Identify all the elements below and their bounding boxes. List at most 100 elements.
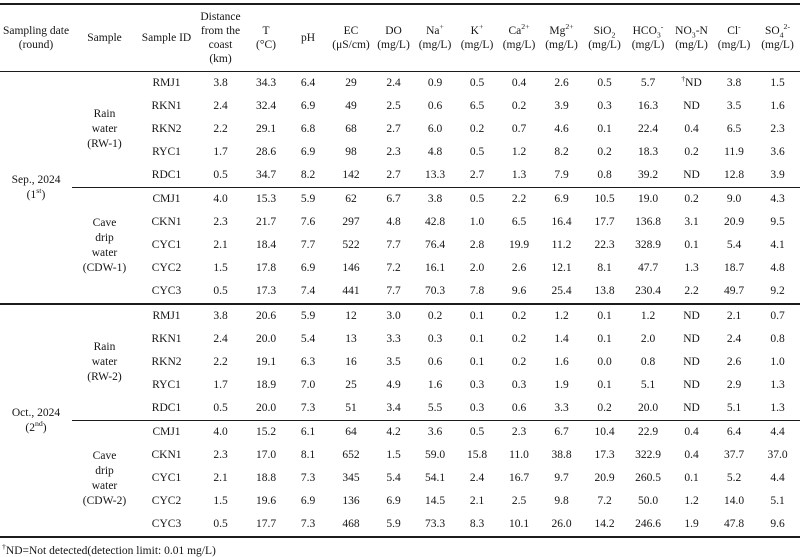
value-cell-mg: 3.9	[554, 99, 569, 112]
value-cell-no3n: 1.3	[684, 261, 699, 274]
value-cell-distance-from-coast: 0.5	[213, 517, 228, 530]
value-cell-na: 42.8	[424, 215, 446, 228]
sample-id-cell: CKN1	[151, 215, 182, 228]
sample-type-cell: Cave drip water (CDW-1)	[72, 187, 137, 306]
value-cell-ca: 11.0	[509, 448, 529, 461]
value-cell-ca: 6.5	[511, 215, 527, 228]
value-cell-sio2: 0.1	[597, 122, 612, 135]
value-cell-cl: 2.1	[726, 309, 742, 322]
value-cell-no3n: ND	[683, 355, 700, 368]
value-cell-na: 59.0	[424, 448, 446, 461]
value-cell-cl: 37.7	[723, 448, 745, 461]
sampling-round-text: (2nd)	[25, 418, 47, 434]
table-row: CYC2 1.5 17.8 6.9 146 7.2 16.1 2.0 2.6 12.1 8.1 47.…	[0, 257, 800, 280]
value-cell-ec: 51	[329, 397, 373, 422]
col-header-ca: Ca2+ (mg/L)	[498, 4, 540, 73]
value-cell-ec: 13	[345, 332, 357, 345]
value-cell-hco3: 328.9	[635, 238, 661, 251]
value-cell-k: 2.1	[469, 494, 485, 507]
value-cell-ca: 0.2	[511, 355, 527, 368]
value-cell-hco3: 16.3	[637, 99, 659, 112]
header-row: Sampling date (round) Sample Sample ID Dist…	[0, 4, 800, 73]
value-cell-distance-from-coast: 2.3	[213, 215, 228, 228]
value-cell-cl: 3.8	[726, 76, 742, 89]
value-cell-ph: 7.0	[300, 378, 316, 391]
col-header-ec: EC (μS/cm)	[329, 4, 373, 73]
sampling-date-cell: Oct., 2024 (2nd)	[0, 304, 72, 537]
value-cell-sio2: 0.1	[597, 378, 612, 391]
sample-id-cell: CKN1	[151, 448, 182, 461]
value-cell-sio2: 8.1	[597, 261, 612, 274]
value-cell-hco3: 39.2	[626, 164, 670, 189]
value-cell-ph: 8.1	[300, 448, 316, 461]
value-cell-na: 3.8	[427, 192, 443, 205]
value-cell-cl: 12.8	[713, 164, 755, 189]
col-header-label: Sample ID	[141, 32, 192, 45]
value-cell-temperature: 20.6	[255, 309, 277, 322]
value-cell-k: 0.3	[456, 397, 498, 422]
value-cell-so4: 37.0	[767, 448, 788, 461]
value-cell-no3n: 1.9	[684, 517, 699, 530]
col-header-label: Distance from the coast (km)	[200, 11, 241, 66]
value-cell-ca: 0.2	[511, 332, 527, 345]
value-cell-k: 0.2	[469, 122, 485, 135]
col-header-label: Na+	[426, 22, 444, 38]
value-cell-ec: 441	[329, 280, 373, 306]
value-cell-so4: 1.5	[770, 76, 785, 89]
value-cell-temperature: 17.3	[245, 280, 287, 306]
value-cell-cl: 9.0	[726, 192, 742, 205]
value-cell-distance-from-coast: 4.0	[213, 425, 228, 438]
value-cell-distance-from-coast: 4.0	[213, 192, 228, 205]
value-cell-temperature: 17.8	[255, 261, 277, 274]
value-cell-ph: 6.9	[300, 494, 316, 507]
value-cell-hco3: 5.1	[640, 378, 656, 391]
value-cell-cl: 49.7	[713, 280, 755, 306]
table-row: CYC1 2.1 18.4 7.7 522 7.7 76.4 2.8 19.9 11.2 22.3 3…	[0, 234, 800, 257]
value-cell-so4: 1.0	[770, 355, 785, 368]
sample-id-cell: CYC2	[151, 494, 182, 507]
value-cell-mg: 8.2	[554, 145, 569, 158]
sample-id-cell: CYC1	[151, 471, 182, 484]
table-row: CYC1 2.1 18.8 7.3 345 5.4 54.1 2.4 16.7 9.7 20.9 26…	[0, 467, 800, 490]
value-cell-na: 6.0	[427, 122, 443, 135]
col-header-sampling-date: Sampling date (round)	[0, 4, 72, 73]
col-header-cl: Cl- (mg/L)	[713, 4, 755, 73]
value-cell-na: 0.6	[427, 355, 443, 368]
value-cell-temperature: 29.1	[255, 122, 277, 135]
value-cell-cl: 5.2	[726, 471, 742, 484]
value-cell-do: 2.7	[386, 122, 401, 135]
col-header-unit: (mg/L)	[418, 39, 452, 52]
sample-id-cell: CMJ1	[152, 425, 181, 438]
value-cell-no3n: ND	[670, 164, 713, 189]
value-cell-mg: 6.9	[554, 192, 569, 205]
value-cell-ec: 62	[345, 192, 357, 205]
value-cell-cl: 20.9	[723, 215, 745, 228]
value-cell-no3n: ND	[683, 309, 700, 322]
sample-type-cell: Rain water (RW-2)	[72, 304, 137, 422]
value-cell-ca: 1.3	[498, 164, 540, 189]
value-cell-do: 1.5	[386, 448, 401, 461]
value-cell-no3n: 0.4	[684, 425, 699, 438]
value-cell-no3n: ND	[683, 332, 700, 345]
value-cell-so4: 0.8	[770, 332, 785, 345]
value-cell-ph: 7.7	[300, 238, 316, 251]
value-cell-ca: 2.6	[511, 261, 527, 274]
value-cell-ec: 12	[345, 309, 357, 322]
value-cell-na: 14.5	[424, 494, 446, 507]
col-header-sample: Sample	[72, 4, 137, 73]
value-cell-ph: 7.3	[287, 397, 329, 422]
sample-id-cell: CMJ1	[152, 192, 181, 205]
value-cell-ec: 297	[342, 215, 360, 228]
value-cell-do: 3.5	[386, 355, 401, 368]
col-header-temperature: T (°C)	[245, 4, 287, 73]
value-cell-sio2: 7.2	[597, 494, 612, 507]
value-cell-no3n: 1.2	[684, 494, 699, 507]
value-cell-so4: 3.6	[770, 145, 785, 158]
value-cell-distance-from-coast: 1.7	[213, 378, 228, 391]
value-cell-k: 0.1	[469, 355, 485, 368]
value-cell-hco3: 2.0	[640, 332, 656, 345]
sampling-round-text: (1st)	[26, 185, 46, 201]
value-cell-temperature: 17.7	[255, 517, 277, 530]
value-cell-sio2: 13.8	[583, 280, 626, 306]
value-cell-hco3: 22.9	[637, 425, 659, 438]
